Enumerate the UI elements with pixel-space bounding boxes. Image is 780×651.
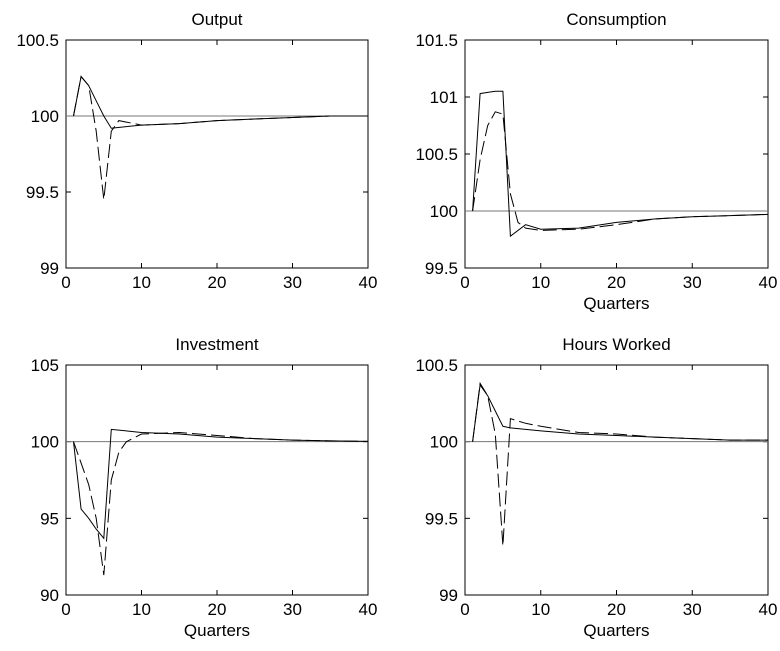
axes-box <box>65 364 369 596</box>
y-tick-label: 99.5 <box>26 183 59 202</box>
series-line-dashed <box>73 431 369 576</box>
y-tick-label: 99 <box>40 259 59 278</box>
x-tick-label: 20 <box>208 600 227 619</box>
x-tick-label: 30 <box>683 600 702 619</box>
chart-panel-3: Investment 0 10 20 30 40 90 95 100 105 Quarters <box>31 335 378 640</box>
x-tick-label: 10 <box>132 600 151 619</box>
axes-box <box>65 39 369 269</box>
y-tick-label: 100.5 <box>16 31 59 50</box>
y-tick-label: 100 <box>430 433 458 452</box>
chart-title: Hours Worked <box>562 335 670 354</box>
y-tick-label: 105 <box>31 356 59 375</box>
x-tick-label: 0 <box>460 273 469 292</box>
y-tick-label: 95 <box>40 509 59 528</box>
chart-title: Output <box>191 10 242 29</box>
x-tick-label: 20 <box>607 600 626 619</box>
y-tick-label: 99.5 <box>425 259 458 278</box>
x-tick-label: 30 <box>283 273 302 292</box>
y-tick-label: 101.5 <box>415 31 458 50</box>
chart-title: Consumption <box>566 10 666 29</box>
chart-title: Investment <box>175 335 258 354</box>
series-line-solid <box>73 428 369 540</box>
y-tick-label: 100 <box>31 107 59 126</box>
series-line-solid <box>73 75 368 129</box>
x-tick-label: 40 <box>759 273 778 292</box>
x-tick-label: 0 <box>61 273 70 292</box>
axes-box <box>464 364 769 596</box>
chart-panel-4: Hours Worked 0 10 20 30 40 99 99.5 100 100.5 Quart… <box>415 335 777 640</box>
x-tick-label: 0 <box>61 600 70 619</box>
x-tick-label: 10 <box>531 600 550 619</box>
x-tick-label: 20 <box>607 273 626 292</box>
y-tick-label: 99 <box>439 586 458 605</box>
x-tick-label: 40 <box>759 600 778 619</box>
series-line-dashed <box>472 381 768 546</box>
y-tick-label: 100 <box>430 202 458 221</box>
chart-panel-2: Consumption 0 10 20 30 40 99.5 100 100.5 101 101.5… <box>415 10 777 313</box>
x-tick-label: 30 <box>683 273 702 292</box>
x-tick-label: 40 <box>359 273 378 292</box>
y-tick-label: 101 <box>430 88 458 107</box>
y-tick-label: 99.5 <box>425 509 458 528</box>
chart-panel-1: Output 0 10 20 30 40 99 99.5 100 100.5 <box>16 10 377 292</box>
x-tick-label: 0 <box>460 600 469 619</box>
y-tick-label: 100.5 <box>415 356 458 375</box>
x-tick-label: 10 <box>132 273 151 292</box>
x-tick-label: 30 <box>283 600 302 619</box>
x-axis-label: Quarters <box>184 621 250 640</box>
x-tick-label: 40 <box>359 600 378 619</box>
y-tick-label: 100 <box>31 433 59 452</box>
x-axis-label: Quarters <box>583 621 649 640</box>
series-line-dashed <box>472 111 769 231</box>
y-tick-label: 100.5 <box>415 145 458 164</box>
y-tick-label: 90 <box>40 586 59 605</box>
series-line-dashed <box>73 75 368 200</box>
x-axis-label: Quarters <box>583 294 649 313</box>
x-tick-label: 10 <box>531 273 550 292</box>
x-tick-label: 20 <box>208 273 227 292</box>
